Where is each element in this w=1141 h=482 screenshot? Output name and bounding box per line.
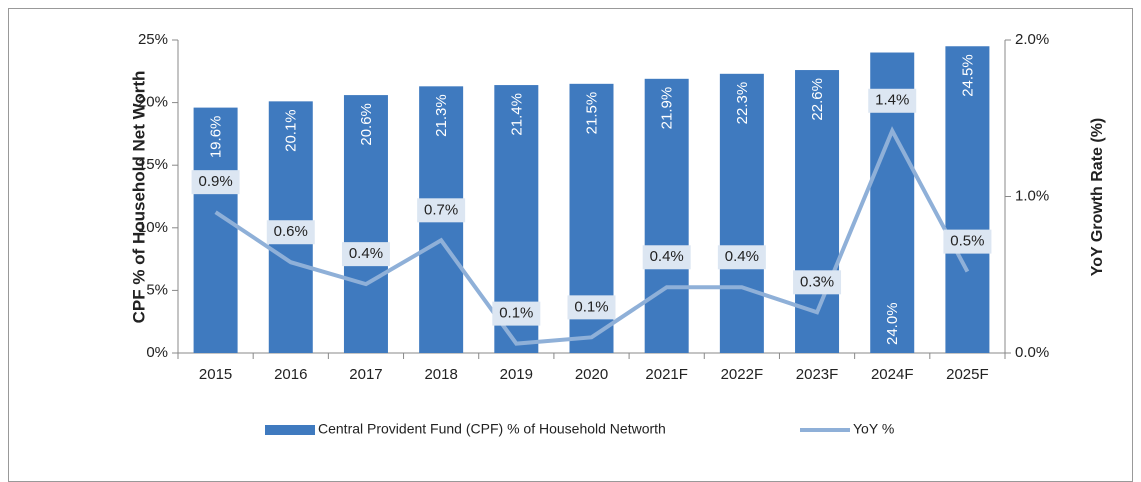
line-value-label: 0.7% (424, 201, 458, 218)
y-axis-title: CPF % of Household Net Worth (129, 71, 148, 324)
bar-value-label: 19.6% (208, 116, 225, 159)
line-value-label: 0.3% (800, 273, 834, 290)
bar-value-label: 21.4% (508, 93, 525, 136)
line-label-box (868, 88, 917, 113)
bar-value-label: 21.3% (433, 94, 450, 137)
line-value-label: 0.6% (274, 223, 308, 240)
line-value-label: 0.9% (198, 173, 232, 190)
y-tick-label: 5% (146, 281, 168, 298)
bar (719, 73, 764, 353)
legend-swatch (265, 425, 315, 435)
x-tick-label: 2018 (424, 366, 457, 383)
line-value-label: 0.5% (950, 233, 984, 250)
line-value-label: 0.4% (349, 245, 383, 262)
bar (644, 78, 689, 353)
y-tick-label: 10% (138, 219, 168, 236)
legend-label: YoY % (853, 421, 894, 437)
x-tick-label: 2016 (274, 366, 307, 383)
line-value-label: 0.1% (574, 298, 608, 315)
bar-value-label: 20.1% (283, 109, 300, 152)
y-tick-label: 0% (146, 344, 168, 361)
line-label-box (492, 301, 541, 326)
x-tick-label: 2015 (199, 366, 232, 383)
y2-tick-label: 1.0% (1015, 187, 1049, 204)
bar-value-label: 20.6% (358, 103, 375, 146)
line-label-box (266, 220, 315, 245)
line-value-label: 1.4% (875, 92, 909, 109)
line-label-box (717, 245, 766, 270)
bar-value-label: 21.9% (659, 87, 676, 130)
y-tick-label: 25% (138, 31, 168, 48)
x-tick-label: 2024F (871, 366, 914, 383)
y-tick-label: 20% (138, 94, 168, 111)
bar (193, 107, 238, 353)
line-label-box (417, 198, 466, 223)
line-label-box (943, 229, 992, 254)
x-tick-label: 2019 (500, 366, 533, 383)
x-tick-label: 2021F (645, 366, 688, 383)
bar-value-label: 22.6% (809, 78, 826, 121)
line-value-label: 0.4% (725, 248, 759, 265)
y2-tick-label: 2.0% (1015, 31, 1049, 48)
x-tick-label: 2025F (946, 366, 989, 383)
line (214, 126, 970, 346)
bar-value-label: 24.0% (884, 302, 901, 345)
x-tick-label: 2017 (349, 366, 382, 383)
line-label-box (341, 242, 390, 267)
x-tick-label: 2023F (796, 366, 839, 383)
x-tick-label: 2022F (721, 366, 764, 383)
bar-value-label: 24.5% (959, 54, 976, 97)
bar-value-label: 21.5% (583, 92, 600, 135)
y2-axis-title: YoY Growth Rate (%) (1089, 118, 1106, 277)
x-tick-label: 2020 (575, 366, 608, 383)
bar-value-label: 22.3% (734, 82, 751, 125)
line-label-box (642, 245, 691, 270)
bar (945, 46, 990, 353)
y-tick-label: 15% (138, 156, 168, 173)
line-value-label: 0.1% (499, 305, 533, 322)
line-label-box (191, 170, 240, 195)
y2-tick-label: 0.0% (1015, 344, 1049, 361)
line-label-box (567, 295, 616, 320)
legend-label: Central Provident Fund (CPF) % of Househ… (318, 421, 666, 437)
line-label-box (793, 270, 842, 295)
bar (343, 95, 388, 353)
line-value-label: 0.4% (650, 248, 684, 265)
